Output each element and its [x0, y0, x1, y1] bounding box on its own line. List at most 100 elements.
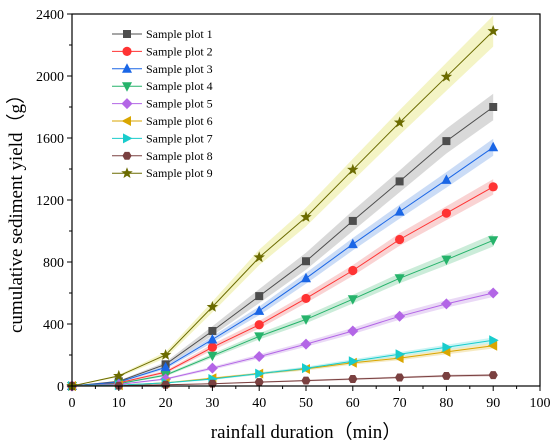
sample-plot-1-point: [255, 292, 264, 301]
sample-plot-4-point: [301, 315, 311, 325]
legend-item-2-label: Sample plot 2: [146, 44, 213, 58]
legend-item-2-marker: [122, 46, 132, 57]
legend-item-7-label: Sample plot 7: [146, 131, 213, 145]
legend-item-5-marker: [121, 98, 133, 110]
sample-plot-8-point: [441, 371, 451, 380]
y-tick-label: 0: [57, 380, 64, 395]
sample-plot-3-point: [394, 206, 405, 216]
sample-plot-1-line: [71, 106, 494, 387]
legend-item-9-label: Sample plot 9: [146, 166, 213, 180]
sample-plot-8-band: [72, 373, 494, 386]
legend-item-1-label: Sample plot 1: [146, 27, 213, 41]
sample-plot-7-point: [255, 368, 265, 379]
x-tick-label: 80: [439, 396, 453, 411]
sample-plot-3-point: [301, 272, 311, 283]
sample-plot-4-line: [71, 239, 494, 387]
legend-item-6-label: Sample plot 6: [146, 114, 213, 128]
sample-plot-2-point: [348, 265, 358, 276]
sample-plot-8-point: [395, 373, 405, 382]
sample-plot-6-point: [440, 346, 451, 357]
series-markers: [66, 25, 499, 392]
sample-plot-3-point: [160, 361, 171, 372]
legend-item-4-marker: [122, 82, 132, 92]
sample-plot-8-point: [488, 371, 498, 380]
x-tick-label: 100: [530, 396, 550, 411]
sample-plot-4-point: [394, 274, 405, 284]
x-tick-label: 40: [252, 396, 266, 411]
sample-plot-2-point: [301, 293, 311, 304]
x-axis-label: rainfall duration（min）: [211, 421, 401, 443]
y-tick-label: 400: [43, 318, 64, 333]
sample-plot-5-point: [253, 351, 265, 363]
sample-plot-9-point: [253, 251, 265, 263]
sample-plot-7-line: [71, 339, 494, 387]
sample-plot-3-point: [488, 141, 499, 152]
sample-plot-3-point: [207, 334, 218, 344]
sample-plot-2-point: [395, 234, 405, 245]
sample-plot-5-point: [487, 287, 499, 299]
sample-plot-4-point: [488, 236, 499, 246]
sample-plot-3-point: [441, 174, 452, 184]
legend-item-4-label: Sample plot 4: [146, 79, 213, 93]
x-tick-label: 10: [112, 396, 126, 411]
sample-plot-8-point: [254, 378, 264, 387]
sample-plot-5-point: [347, 325, 359, 337]
sample-plot-2-point: [254, 320, 264, 330]
sample-plot-2-line: [71, 186, 494, 387]
sample-plot-7-point: [302, 363, 312, 374]
sample-plot-1-point: [442, 137, 451, 146]
sample-plot-9-point: [440, 70, 453, 82]
sample-plot-2-point: [441, 208, 451, 218]
y-tick-label: 1600: [36, 132, 64, 147]
legend-item-5-label: Sample plot 5: [146, 97, 213, 111]
legend-item-9-marker: [121, 167, 133, 179]
y-tick-label: 2400: [36, 8, 64, 23]
sample-plot-9-point: [347, 163, 359, 175]
sample-plot-5-point: [394, 310, 406, 322]
sample-plot-9-point: [487, 25, 499, 36]
legend-item-3-label: Sample plot 3: [146, 62, 213, 76]
sample-plot-9-point: [159, 349, 172, 360]
sample-plot-9-point: [300, 211, 312, 222]
sample-plot-8-line: [71, 374, 494, 387]
sample-plot-4-point: [254, 332, 265, 342]
sample-plot-3-point: [347, 238, 358, 249]
x-tick-label: 30: [205, 396, 219, 411]
sample-plot-7-point: [395, 349, 406, 360]
x-tick-label: 60: [346, 396, 360, 411]
x-tick-label: 20: [159, 396, 173, 411]
y-tick-label: 800: [43, 256, 64, 271]
sample-plot-1-point: [489, 103, 498, 111]
y-tick-label: 1200: [36, 194, 64, 209]
y-tick-label: 2000: [36, 70, 64, 85]
sample-plot-7-point: [442, 342, 452, 353]
sample-plot-1-point: [208, 326, 217, 335]
confidence-bands: [72, 15, 494, 387]
sample-plot-1-point: [395, 177, 404, 186]
sample-plot-9-point: [393, 116, 406, 128]
sample-plot-9-point: [113, 369, 125, 381]
sample-plot-5-point: [440, 298, 452, 310]
sample-plot-4-point: [441, 255, 452, 266]
sample-plot-8-point: [301, 376, 311, 385]
legend-item-7-marker: [123, 133, 133, 144]
x-tick-label: 0: [69, 396, 76, 411]
x-tick-label: 70: [393, 396, 407, 411]
sample-plot-8-point: [348, 375, 358, 384]
x-tick-label: 50: [299, 396, 313, 411]
sample-plot-2-point: [207, 342, 217, 352]
sample-plot-9-line: [71, 30, 494, 387]
sample-plot-4-point: [347, 295, 358, 305]
sample-plot-3-line: [71, 146, 494, 387]
sample-plot-1-point: [302, 257, 310, 266]
sample-plot-7-point: [489, 335, 499, 346]
x-tick-label: 90: [486, 396, 500, 411]
sample-plot-2-point: [488, 182, 498, 192]
sample-plot-8-point: [161, 380, 171, 389]
sample-plot-9-point: [206, 300, 219, 312]
sample-plot-6-point: [487, 340, 498, 351]
legend-item-1-marker: [123, 30, 131, 38]
axes: 0 10 20 30 40 50 60 70 80 90 100 0 400 800 1200 1600 200…: [36, 8, 550, 411]
sample-plot-4-point: [207, 351, 218, 362]
sample-plot-5-point: [300, 338, 312, 350]
